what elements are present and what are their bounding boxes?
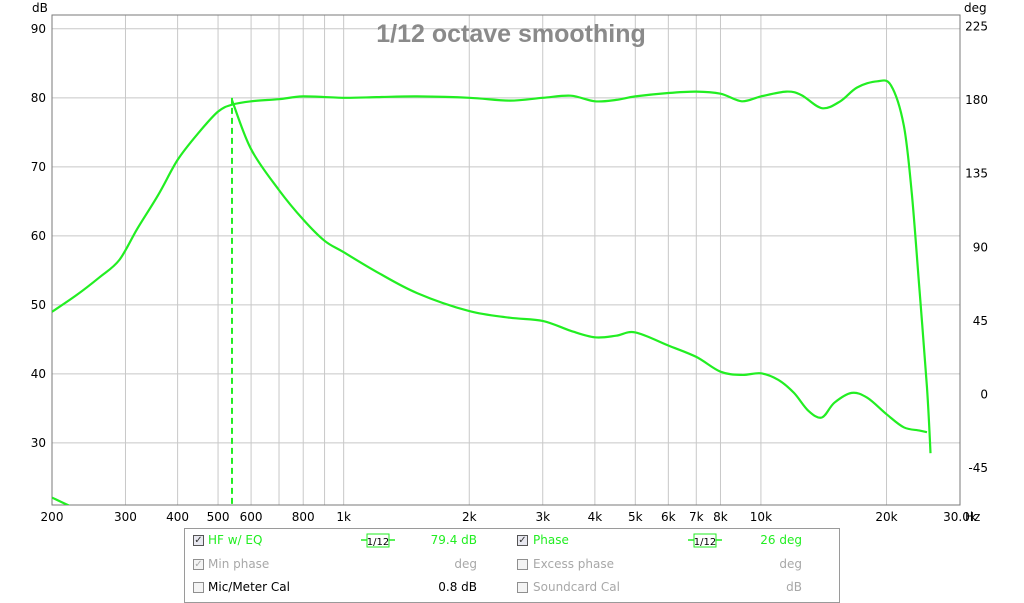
- soundcard-cal-value: dB: [786, 580, 802, 594]
- x-tick-label: 3k: [535, 510, 550, 524]
- x-tick-label: 5k: [628, 510, 643, 524]
- phase-label: Phase: [533, 533, 569, 547]
- x-tick-label: 7k: [689, 510, 704, 524]
- legend-row-hf: ✓ HF w/ EQ 1/12 79.4 dB ✓ Phase 1/12 26 …: [185, 530, 839, 552]
- y-left-tick-label: 30: [31, 436, 46, 450]
- x-tick-label: 1k: [336, 510, 351, 524]
- hf-eq-series-line: [52, 79, 932, 454]
- excess-phase-checkbox[interactable]: [517, 559, 528, 570]
- x-tick-label: 600: [240, 510, 263, 524]
- y-left-unit-label: dB: [32, 1, 48, 15]
- y-left-tick-label: 80: [31, 91, 46, 105]
- chart-grid: [52, 15, 960, 505]
- soundcard-cal-label: Soundcard Cal: [533, 580, 620, 594]
- y-left-tick-label: 90: [31, 22, 46, 36]
- phase-series-line: [230, 99, 928, 434]
- legend-row-cal: Mic/Meter Cal 0.8 dB Soundcard Cal dB: [185, 577, 839, 599]
- mic-meter-cal-checkbox[interactable]: [193, 582, 204, 593]
- mic-meter-cal-value: 0.8 dB: [438, 580, 477, 594]
- excess-phase-label: Excess phase: [533, 557, 614, 571]
- x-axis-ticks: 200 300 400 500 600 800 1k 2k 3k 4k 5k 6k 7k 8k 10k 20k…: [41, 510, 977, 524]
- min-phase-label: Min phase: [208, 557, 270, 571]
- phase-smoothing-icon[interactable]: 1/12: [688, 531, 722, 549]
- x-tick-label: 800: [292, 510, 315, 524]
- phase-smoothing-text: 1/12: [694, 537, 716, 548]
- min-phase-value: deg: [454, 557, 477, 571]
- y-left-tick-label: 70: [31, 160, 46, 174]
- min-phase-checkbox[interactable]: ✓: [193, 559, 204, 570]
- phase-value: 26 deg: [760, 533, 802, 547]
- x-tick-label: 500: [207, 510, 230, 524]
- excess-phase-value: deg: [779, 557, 802, 571]
- x-tick-label: 8k: [713, 510, 728, 524]
- y-left-axis-ticks: 90 80 70 60 50 40 30: [31, 22, 46, 450]
- mic-meter-cal-label: Mic/Meter Cal: [208, 580, 290, 594]
- x-tick-label: 20k: [875, 510, 897, 524]
- y-right-tick-label: -45: [968, 461, 988, 475]
- x-tick-label: 400: [166, 510, 189, 524]
- hf-checkbox[interactable]: ✓: [193, 535, 204, 546]
- y-left-tick-label: 50: [31, 298, 46, 312]
- x-tick-label: 6k: [661, 510, 676, 524]
- x-tick-label: 2k: [462, 510, 477, 524]
- chart-title: 1/12 octave smoothing: [376, 20, 646, 48]
- y-left-tick-label: 60: [31, 229, 46, 243]
- hf-value: 79.4 dB: [430, 533, 477, 547]
- hf-label: HF w/ EQ: [208, 533, 263, 547]
- y-right-tick-label: 0: [980, 388, 988, 402]
- frequency-response-chart: 200 300 400 500 600 800 1k 2k 3k 4k 5k 6k 7k 8k 10k 20k…: [31, 1, 988, 524]
- y-right-tick-label: 180: [965, 93, 988, 107]
- y-right-tick-label: 90: [973, 240, 988, 254]
- x-tick-label: 200: [41, 510, 64, 524]
- legend-panel: ✓ HF w/ EQ 1/12 79.4 dB ✓ Phase 1/12 26 …: [184, 528, 840, 603]
- x-tick-label: 300: [114, 510, 137, 524]
- soundcard-cal-checkbox[interactable]: [517, 582, 528, 593]
- hf-smoothing-text: 1/12: [367, 537, 389, 548]
- x-tick-label: 10k: [750, 510, 772, 524]
- x-unit-label: Hz: [965, 510, 980, 524]
- y-left-tick-label: 40: [31, 367, 46, 381]
- y-right-tick-label: 45: [973, 314, 988, 328]
- chart-series: [52, 79, 932, 505]
- y-right-axis-ticks: 225 180 135 90 45 0 -45: [965, 19, 988, 475]
- hf-smoothing-icon[interactable]: 1/12: [361, 531, 395, 549]
- x-tick-label: 30.0k: [943, 510, 977, 524]
- x-tick-label: 4k: [588, 510, 603, 524]
- legend-row-min-phase: ✓ Min phase deg Excess phase deg: [185, 554, 839, 576]
- phase-checkbox[interactable]: ✓: [517, 535, 528, 546]
- plot-frame: [51, 14, 961, 506]
- y-right-tick-label: 225: [965, 19, 988, 33]
- y-right-unit-label: deg: [964, 1, 987, 15]
- y-right-tick-label: 135: [965, 167, 988, 181]
